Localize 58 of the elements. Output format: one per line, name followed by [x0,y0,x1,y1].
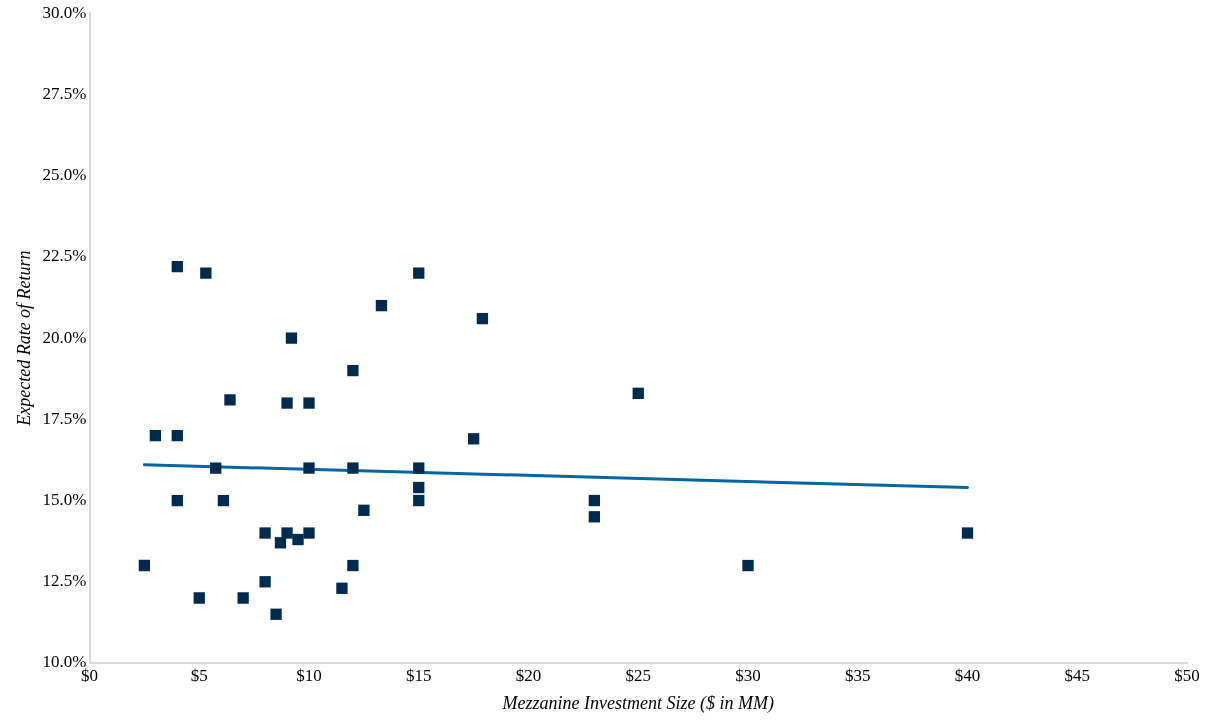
point [193,592,205,604]
x-tick-label: $45 [1064,665,1090,685]
y-tick-label: 15.0% [42,490,87,510]
point [224,394,236,406]
point [303,397,315,409]
x-tick-label: $50 [1174,665,1200,685]
point [171,494,183,507]
point [476,312,489,325]
point [171,429,183,442]
point [413,462,425,474]
point [588,494,601,507]
point [413,267,425,279]
y-tick-label: 12.5% [42,571,87,591]
point [413,481,425,494]
x-tick-label: $35 [845,665,871,685]
point [375,299,388,312]
y-tick-label: 22.5% [42,246,87,266]
point [961,527,974,539]
y-tick-label: 25.0% [42,165,87,185]
y-tick-label: 30.0% [42,2,87,22]
point [281,397,293,409]
point [742,559,754,572]
y-tick-label: 17.5% [42,408,87,428]
y-tick-label: 27.5% [42,83,87,103]
x-tick-label: $40 [954,665,981,685]
point [149,429,162,442]
point [303,527,315,539]
point [347,462,359,474]
point [347,364,359,377]
point [285,332,298,344]
x-tick-label: $25 [625,665,652,685]
x-tick-label: $10 [296,665,322,685]
point [217,494,230,507]
point [259,527,271,539]
point [210,462,222,474]
point [281,527,293,539]
point [171,260,183,273]
x-tick-label: $30 [735,665,761,685]
point [358,504,370,516]
point [588,511,601,523]
x-tick-label: $20 [515,665,542,685]
point [259,576,271,588]
point [347,559,359,572]
point [467,433,480,445]
point [138,559,151,572]
point [270,608,282,620]
point [200,267,212,279]
point [413,494,425,507]
point [336,582,348,594]
point [303,462,315,474]
x-tick-label: $15 [406,665,432,685]
x-axis-title: Mezzanine Investment Size ($ in MM) [501,692,774,714]
point [292,533,304,546]
point [632,387,644,399]
point [237,592,249,604]
y-tick-label: 20.0% [42,327,87,347]
y-axis-title: Expected Rate of Return [13,250,34,427]
x-tick-label: $5 [190,665,208,685]
